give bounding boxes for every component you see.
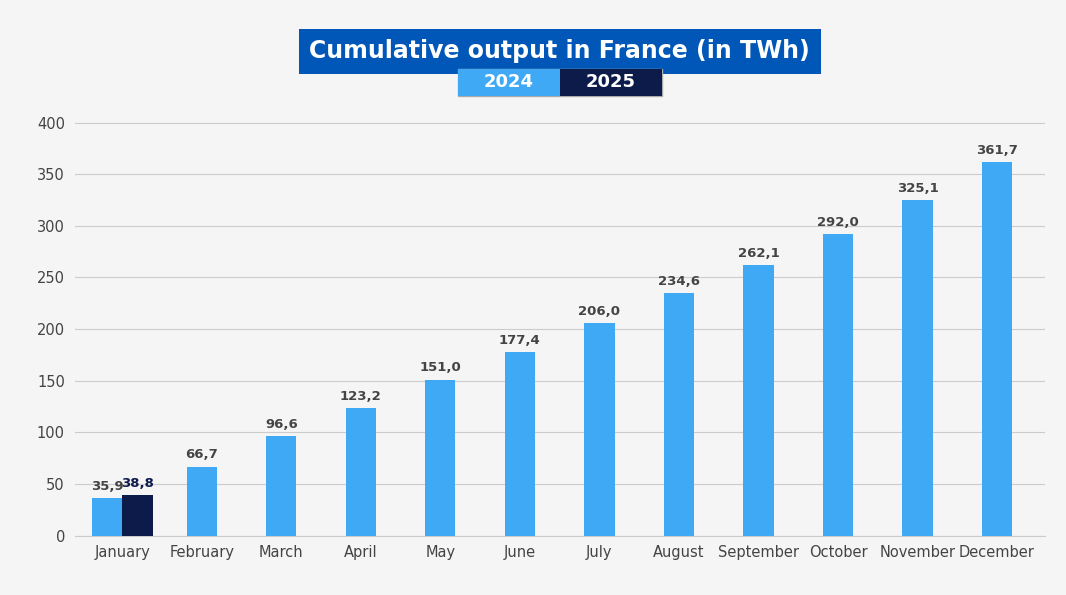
Bar (266, 436, 296, 536)
Text: 177,4: 177,4 (499, 334, 540, 347)
Bar (505, 352, 535, 536)
Bar (823, 234, 853, 536)
Text: 2024: 2024 (484, 73, 534, 92)
Text: 96,6: 96,6 (265, 418, 297, 431)
Text: 2025: 2025 (585, 73, 635, 92)
Text: 66,7: 66,7 (185, 449, 219, 462)
Bar (187, 466, 217, 536)
Text: 234,6: 234,6 (658, 275, 700, 288)
Bar (982, 162, 1012, 536)
Bar (743, 265, 774, 536)
FancyBboxPatch shape (457, 68, 560, 96)
Text: 151,0: 151,0 (420, 362, 462, 374)
Text: 262,1: 262,1 (738, 247, 779, 260)
Text: Cumulative output in France (in TWh): Cumulative output in France (in TWh) (309, 39, 810, 64)
Text: 123,2: 123,2 (340, 390, 382, 403)
Bar (123, 496, 152, 536)
Bar (584, 323, 614, 536)
Text: 38,8: 38,8 (122, 477, 154, 490)
Text: 35,9: 35,9 (91, 480, 124, 493)
Text: 292,0: 292,0 (817, 216, 859, 229)
FancyBboxPatch shape (560, 68, 662, 96)
Text: 361,7: 361,7 (976, 144, 1018, 157)
FancyBboxPatch shape (457, 68, 662, 96)
Bar (345, 408, 376, 536)
Bar (664, 293, 694, 536)
Text: 325,1: 325,1 (897, 181, 938, 195)
Bar (425, 380, 455, 536)
Bar (902, 200, 933, 536)
Text: 206,0: 206,0 (579, 305, 620, 318)
Bar (92, 499, 123, 536)
